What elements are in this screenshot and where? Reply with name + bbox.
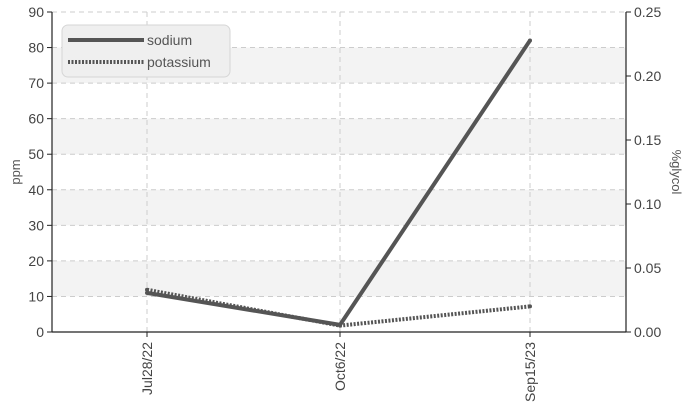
y-right-tick-label: 0.05 <box>634 260 661 276</box>
grid-band <box>52 118 626 155</box>
y-left-tick-label: 40 <box>28 182 44 198</box>
data-point-sodium <box>528 38 532 43</box>
x-tick-label: Sep15/23 <box>522 342 538 402</box>
y-left-tick-label: 0 <box>36 324 44 340</box>
y-left-tick-label: 70 <box>28 75 44 91</box>
y-left-axis-title: ppm <box>8 159 23 184</box>
y-left-tick-label: 80 <box>28 40 44 56</box>
y-left-tick-label: 10 <box>28 288 44 304</box>
y-left-tick-label: 60 <box>28 111 44 127</box>
grid-band <box>52 260 626 297</box>
y-left-tick-label: 30 <box>28 217 44 233</box>
x-tick-label: Jul28/22 <box>139 342 155 395</box>
x-tick-label: Oct6/22 <box>332 342 348 391</box>
y-left-tick-label: 50 <box>28 146 44 162</box>
y-right-tick-label: 0.10 <box>634 196 661 212</box>
grid-band <box>52 189 626 226</box>
y-right-tick-label: 0.00 <box>634 324 661 340</box>
y-left-tick-label: 90 <box>28 4 44 20</box>
y-right-tick-label: 0.25 <box>634 4 661 20</box>
y-left-tick-label: 20 <box>28 253 44 269</box>
y-right-tick-label: 0.15 <box>634 132 661 148</box>
data-point-potassium <box>338 323 342 328</box>
data-point-potassium <box>528 304 532 309</box>
legend-label-potassium: potassium <box>147 54 211 70</box>
y-right-tick-label: 0.20 <box>634 68 661 84</box>
y-right-axis-title: %glycol <box>669 150 684 195</box>
data-point-potassium <box>145 287 149 292</box>
legend-label-sodium: sodium <box>147 32 192 48</box>
